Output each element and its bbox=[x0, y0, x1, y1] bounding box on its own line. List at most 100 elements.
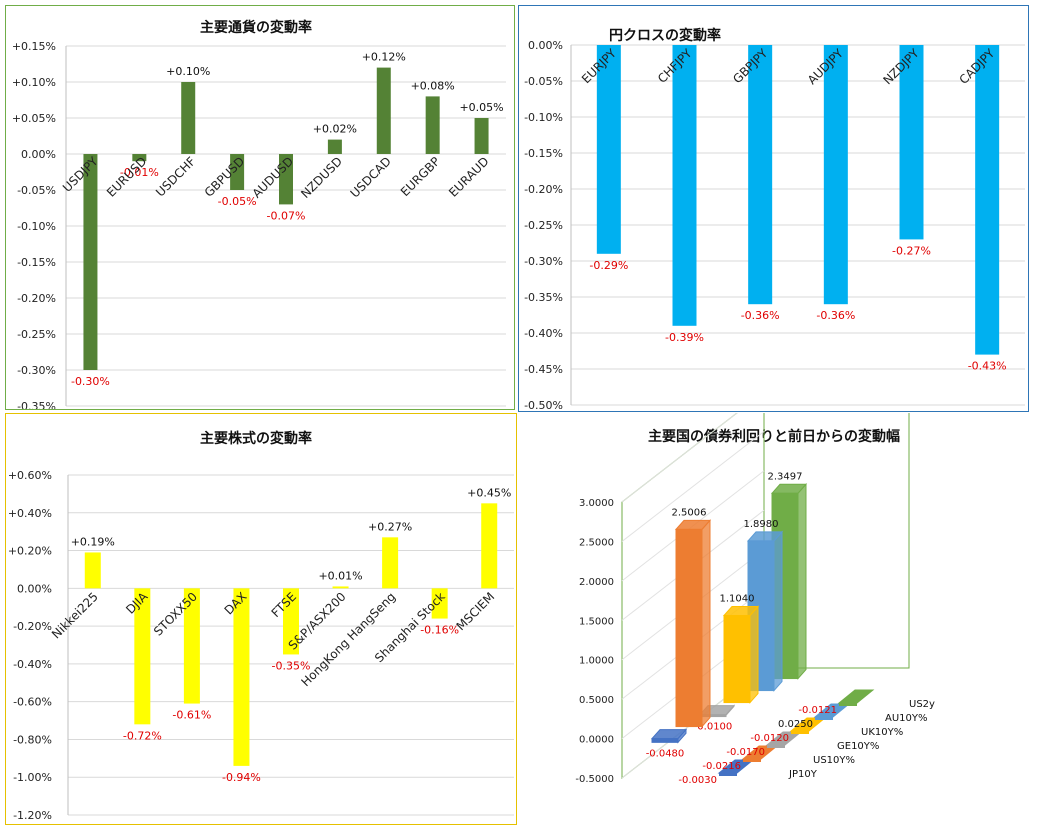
category-label: USDCAD bbox=[348, 154, 394, 200]
data-label: -0.39% bbox=[665, 331, 704, 344]
category-label: HongKong HangSeng bbox=[298, 590, 398, 690]
bar-stoxx50 bbox=[183, 588, 200, 704]
y-tick-label: +0.40% bbox=[8, 507, 52, 520]
y-tick-label: -0.10% bbox=[17, 220, 56, 233]
y-tick-label: -0.60% bbox=[13, 696, 52, 709]
change-label: -0.0216 bbox=[702, 761, 741, 772]
y-tick-label: 0.00% bbox=[17, 582, 52, 595]
y-tick-label: 0.5000 bbox=[579, 695, 614, 706]
data-label: +0.05% bbox=[459, 101, 503, 114]
y-tick-label: 1.5000 bbox=[579, 616, 614, 627]
bar-usdcad bbox=[376, 67, 391, 154]
data-label: +0.08% bbox=[411, 79, 455, 92]
bar-side bbox=[797, 482, 807, 680]
category-label: NZDUSD bbox=[298, 154, 345, 201]
bar-front bbox=[675, 528, 703, 728]
bond-yield-chart: 主要国の債券利回りと前日からの変動幅 3.0000 2.5000 2.0000 1.50… bbox=[575, 390, 935, 786]
change-label: -0.0120 bbox=[750, 733, 789, 744]
series-label-ge10y: GE10Y% bbox=[837, 741, 879, 752]
y-tick-label: +0.60% bbox=[8, 469, 52, 482]
yen-cross-chart: 円クロスの変動率 0.00% -0.05% -0.10% -0.15% -0.20% -0.… bbox=[524, 27, 1025, 412]
chart-title: 主要株式の変動率 bbox=[200, 430, 312, 447]
data-label: -0.72% bbox=[123, 729, 162, 742]
fx-change-chart: 主要通貨の変動率 +0.15% +0.10% +0.05% 0.00% -0.05% -0.… bbox=[12, 19, 506, 413]
data-label: +0.01% bbox=[318, 569, 362, 582]
bar-cadjpy bbox=[975, 45, 1000, 355]
data-label: +0.27% bbox=[368, 520, 412, 533]
yen-cross-panel: 円クロスの変動率 0.00% -0.05% -0.10% -0.15% -0.20% -0.… bbox=[518, 5, 1029, 412]
bar-gbpusd bbox=[230, 154, 245, 190]
bar-eurgbp bbox=[425, 96, 440, 154]
y-tick-label: 0.00% bbox=[21, 148, 56, 161]
change-label: -0.0030 bbox=[678, 775, 717, 786]
bar-nikkei225 bbox=[84, 552, 101, 589]
bar-front bbox=[743, 759, 761, 762]
bar-nzdusd bbox=[327, 139, 342, 154]
data-label: -0.16% bbox=[420, 624, 459, 637]
y-tick-label: -0.40% bbox=[13, 658, 52, 671]
data-label: -0.36% bbox=[741, 309, 780, 322]
data-label: +0.19% bbox=[71, 535, 115, 548]
y-tick-label: -0.15% bbox=[17, 256, 56, 269]
bar-front bbox=[791, 731, 809, 734]
data-label: -0.30% bbox=[71, 375, 110, 388]
level-label: 2.5006 bbox=[672, 507, 707, 518]
level-label: 1.1040 bbox=[720, 594, 755, 605]
y-tick-label: -0.05% bbox=[17, 184, 56, 197]
y-tick-label: -0.20% bbox=[524, 183, 563, 196]
y-tick-label: -0.30% bbox=[17, 364, 56, 377]
data-label: -0.01% bbox=[120, 166, 159, 179]
y-tick-label: 3.0000 bbox=[579, 498, 614, 509]
y-tick-label: -0.10% bbox=[524, 111, 563, 124]
chart-title: 主要国の債券利回りと前日からの変動幅 bbox=[648, 428, 900, 445]
bar-hongkong-hangseng bbox=[382, 537, 399, 589]
bar-shanghai-stock bbox=[431, 588, 448, 619]
data-label: +0.02% bbox=[313, 123, 357, 136]
y-tick-label: 0.0000 bbox=[579, 735, 614, 746]
category-label: USDCHF bbox=[153, 154, 198, 199]
y-tick-label: 1.0000 bbox=[579, 656, 614, 667]
change-label: -0.0121 bbox=[798, 705, 837, 716]
level-bar-uk10y bbox=[722, 605, 760, 704]
bar-euraud bbox=[474, 118, 489, 154]
y-tick-label: -0.35% bbox=[17, 400, 56, 409]
change-label: -0.0170 bbox=[726, 747, 765, 758]
level-bar-jp10y bbox=[650, 728, 688, 744]
bar-front bbox=[719, 773, 737, 776]
data-label: -0.05% bbox=[218, 195, 257, 208]
category-label: Nikkei225 bbox=[49, 590, 101, 642]
y-tick-label: -0.25% bbox=[524, 219, 563, 232]
bar-front bbox=[767, 745, 785, 748]
data-label: +0.12% bbox=[362, 51, 406, 64]
category-label: MSCIEM bbox=[454, 590, 498, 634]
bar-front bbox=[651, 738, 679, 743]
y-tick-label: 2.5000 bbox=[579, 537, 614, 548]
stock-change-panel: 主要株式の変動率 +0.60% +0.40% +0.20% 0.00% -0.20% -0.… bbox=[5, 413, 517, 825]
data-label: -0.36% bbox=[816, 309, 855, 322]
bar-audjpy bbox=[823, 45, 848, 305]
data-label: +0.45% bbox=[467, 486, 511, 499]
bar-front bbox=[839, 703, 857, 706]
category-label: EURAUD bbox=[446, 154, 492, 200]
y-tick-label: -0.45% bbox=[524, 363, 563, 376]
bar-eurusd bbox=[132, 154, 147, 162]
change-bar-us2y bbox=[837, 689, 875, 706]
bar-front bbox=[723, 615, 751, 704]
fx-change-panel: 主要通貨の変動率 +0.15% +0.10% +0.05% 0.00% -0.05% -0.… bbox=[5, 5, 515, 413]
bond-yield-panel: 主要国の債券利回りと前日からの変動幅 3.0000 2.5000 2.0000 1.50… bbox=[519, 390, 1029, 825]
bar-usdjpy bbox=[83, 154, 98, 370]
bar-side bbox=[773, 530, 783, 692]
y-tick-label: 2.0000 bbox=[579, 577, 614, 588]
y-tick-label: -0.80% bbox=[13, 733, 52, 746]
bar-ftse bbox=[283, 588, 299, 655]
series-label-us10y: US10Y% bbox=[813, 755, 855, 766]
bar-nzdjpy bbox=[899, 45, 924, 240]
bar-dax bbox=[233, 588, 250, 766]
data-label: -0.94% bbox=[222, 771, 261, 784]
bar-side bbox=[749, 605, 759, 704]
y-tick-label: -1.00% bbox=[13, 771, 52, 784]
data-label: -0.35% bbox=[272, 659, 311, 672]
series-label-us2y: US2y bbox=[909, 699, 935, 710]
bar-chfjpy bbox=[672, 45, 697, 326]
data-label: -0.07% bbox=[267, 209, 306, 222]
